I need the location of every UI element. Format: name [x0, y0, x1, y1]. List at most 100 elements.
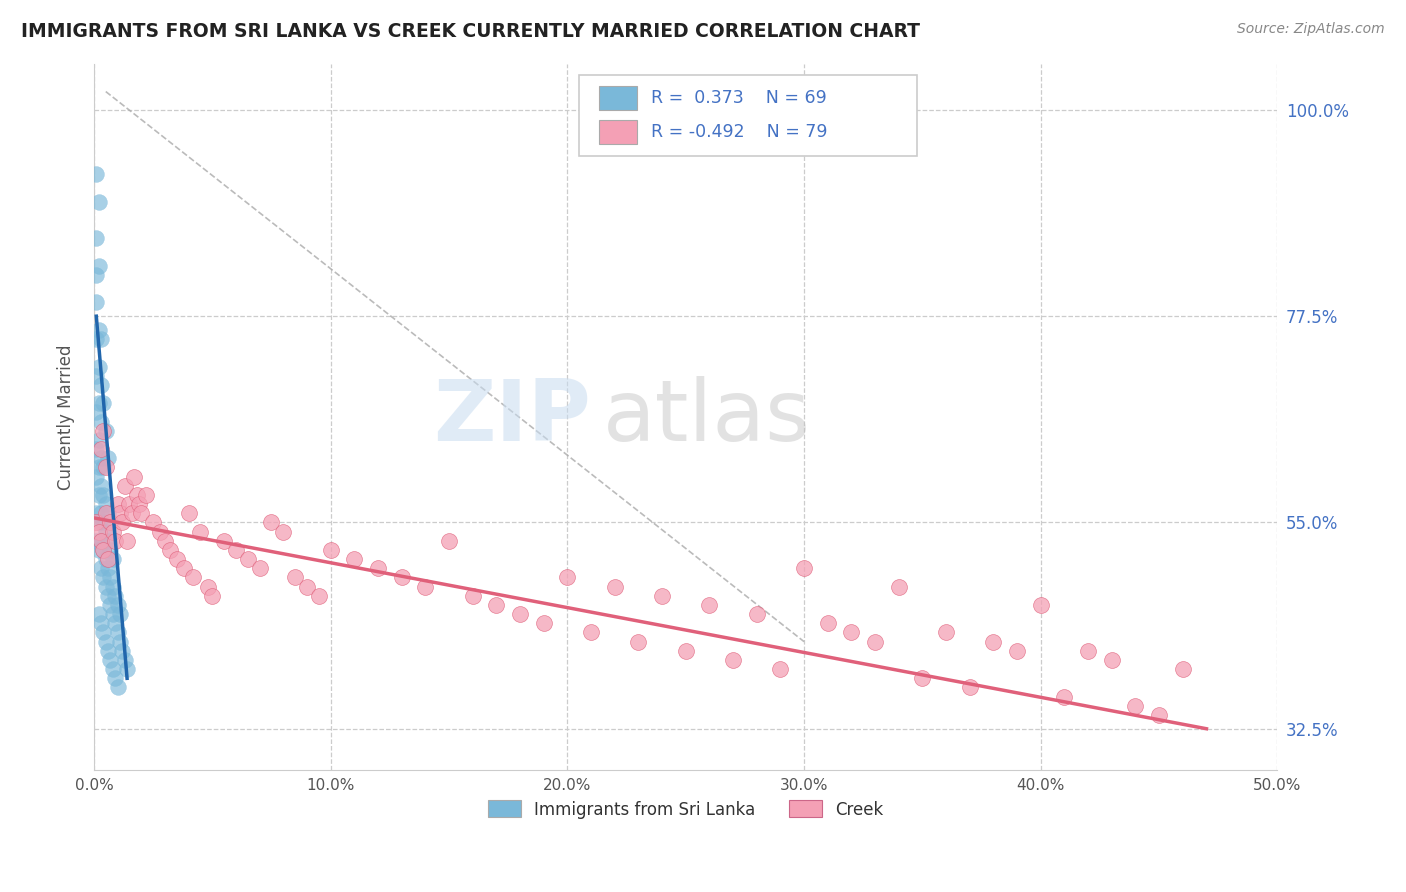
Point: [1147, 708, 1170, 723]
Point: [93, 625, 115, 640]
Point: [97, 644, 120, 658]
Point: [183, 570, 205, 584]
Point: [87, 607, 110, 621]
Point: [97, 589, 120, 603]
Point: [415, 580, 437, 594]
Point: [125, 488, 148, 502]
Point: [1125, 698, 1147, 713]
Point: [1077, 644, 1099, 658]
Point: [391, 570, 413, 584]
Point: [817, 616, 839, 631]
Text: Source: ZipAtlas.com: Source: ZipAtlas.com: [1237, 22, 1385, 37]
Point: [87, 488, 110, 502]
Point: [104, 533, 127, 548]
Point: [94, 424, 117, 438]
Point: [100, 516, 122, 530]
Point: [87, 396, 110, 410]
Point: [651, 589, 673, 603]
Point: [84, 469, 107, 483]
Point: [107, 681, 129, 695]
Point: [87, 194, 110, 209]
Point: [108, 607, 131, 621]
Point: [461, 589, 484, 603]
Point: [1005, 644, 1028, 658]
Point: [93, 424, 115, 438]
Point: [111, 644, 134, 658]
Point: [84, 533, 107, 548]
Point: [84, 506, 107, 520]
Bar: [599, 120, 637, 144]
Point: [485, 598, 508, 612]
Point: [153, 533, 176, 548]
Point: [94, 506, 117, 520]
Point: [197, 580, 219, 594]
Point: [863, 634, 886, 648]
Point: [90, 442, 112, 456]
Point: [769, 662, 792, 676]
Point: [111, 516, 134, 530]
Point: [135, 488, 157, 502]
Point: [97, 451, 120, 466]
Point: [100, 598, 122, 612]
Point: [97, 506, 120, 520]
Point: [87, 359, 110, 374]
Text: ZIP: ZIP: [433, 376, 591, 458]
Point: [87, 543, 110, 558]
Point: [201, 589, 224, 603]
Point: [84, 295, 107, 310]
Y-axis label: Currently Married: Currently Married: [58, 344, 75, 490]
Point: [90, 332, 112, 346]
Point: [94, 580, 117, 594]
Point: [90, 451, 112, 466]
Point: [101, 552, 124, 566]
Point: [84, 368, 107, 383]
Point: [93, 543, 115, 558]
Point: [114, 653, 136, 667]
Point: [87, 516, 110, 530]
Point: [94, 524, 117, 539]
Point: [115, 533, 138, 548]
Point: [1053, 690, 1076, 704]
Point: [699, 598, 721, 612]
Point: [1171, 662, 1194, 676]
Text: R =  0.373    N = 69: R = 0.373 N = 69: [651, 89, 827, 107]
Point: [94, 552, 117, 566]
Point: [1029, 598, 1052, 612]
Point: [104, 671, 127, 685]
Point: [87, 460, 110, 475]
Point: [87, 259, 110, 273]
Point: [100, 543, 122, 558]
Point: [90, 415, 112, 429]
Point: [101, 524, 124, 539]
Point: [557, 570, 579, 584]
Text: R = -0.492    N = 79: R = -0.492 N = 79: [651, 123, 828, 141]
Point: [97, 552, 120, 566]
Point: [101, 607, 124, 621]
Point: [87, 323, 110, 337]
Point: [94, 497, 117, 511]
Point: [97, 561, 120, 575]
Point: [84, 405, 107, 419]
Point: [509, 607, 531, 621]
Point: [104, 589, 127, 603]
Point: [343, 552, 366, 566]
Point: [115, 662, 138, 676]
Point: [101, 580, 124, 594]
FancyBboxPatch shape: [579, 75, 917, 156]
Point: [959, 681, 981, 695]
Point: [97, 533, 120, 548]
Point: [94, 634, 117, 648]
Point: [887, 580, 910, 594]
Point: [107, 598, 129, 612]
Point: [212, 533, 235, 548]
Point: [84, 268, 107, 282]
Point: [793, 561, 815, 575]
Point: [90, 479, 112, 493]
Point: [675, 644, 697, 658]
Point: [87, 433, 110, 447]
Point: [100, 570, 122, 584]
Point: [627, 634, 650, 648]
Point: [94, 460, 117, 475]
Point: [149, 524, 172, 539]
Point: [319, 543, 342, 558]
